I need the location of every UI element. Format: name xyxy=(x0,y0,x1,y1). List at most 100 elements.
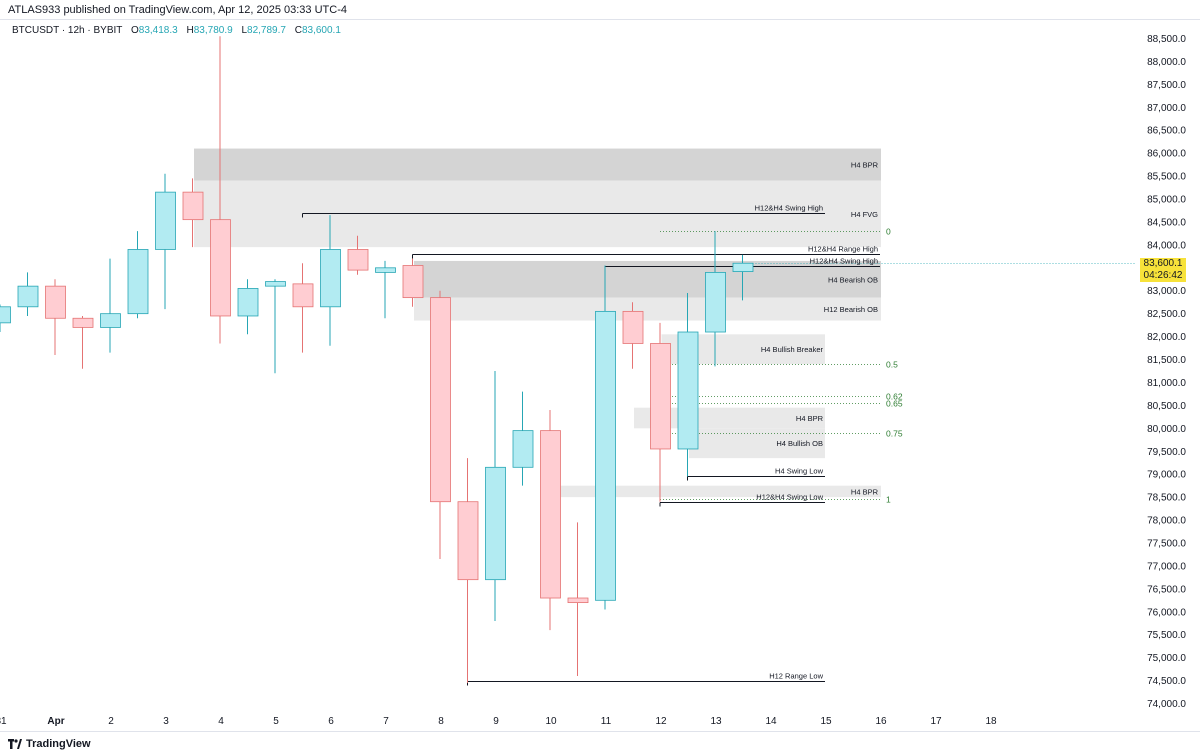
y-tick-label: 82,500.0 xyxy=(1147,309,1186,320)
y-tick-label: 82,000.0 xyxy=(1147,332,1186,343)
level-label-5: H12 Range Low xyxy=(769,672,823,681)
x-tick-label: 8 xyxy=(438,716,444,727)
candle-body-26 xyxy=(705,271,726,333)
y-tick-label: 79,500.0 xyxy=(1147,447,1186,458)
x-tick-label: 7 xyxy=(383,716,389,727)
zone-0 xyxy=(194,148,881,181)
candle-body-23 xyxy=(622,310,644,344)
close-label: C xyxy=(294,25,302,36)
zone-label-6: H4 Bullish OB xyxy=(776,439,823,448)
low-label: L xyxy=(241,25,248,36)
level-label-2: H12&H4 Swing High xyxy=(810,257,878,266)
candle-body-4 xyxy=(100,313,121,328)
x-tick-label: 6 xyxy=(328,716,334,727)
tradingview-logo-icon xyxy=(8,739,22,749)
candle-body-10 xyxy=(265,281,286,287)
x-tick-label: 31 xyxy=(0,716,7,727)
candle-body-0 xyxy=(0,306,11,324)
level-label-3: H4 Swing Low xyxy=(775,467,824,476)
fib-label-1: 0.5 xyxy=(886,360,898,370)
x-tick-label: 17 xyxy=(930,716,942,727)
candle-body-12 xyxy=(320,249,341,308)
candle-body-21 xyxy=(567,597,589,604)
zone-label-5: H4 BPR xyxy=(796,414,824,423)
candle-body-18 xyxy=(485,466,506,581)
candle-body-3 xyxy=(72,317,94,328)
fib-label-2: 0.62 xyxy=(886,392,903,402)
y-tick-label: 77,500.0 xyxy=(1147,538,1186,549)
y-tick-label: 84,000.0 xyxy=(1147,240,1186,251)
y-tick-label: 87,500.0 xyxy=(1147,80,1186,91)
symbol-name: BTCUSDT · 12h · BYBIT xyxy=(12,25,123,36)
candle-body-6 xyxy=(155,191,176,250)
zone-2 xyxy=(414,260,881,298)
y-tick-label: 79,000.0 xyxy=(1147,470,1186,481)
symbol-legend: BTCUSDT · 12h · BYBIT O83,418.3 H83,780.… xyxy=(12,25,341,37)
level-label-4: H12&H4 Swing Low xyxy=(756,493,823,502)
x-tick-label: 9 xyxy=(493,716,499,727)
candle-body-27 xyxy=(732,262,754,272)
candle-body-15 xyxy=(402,265,424,299)
published-header: ATLAS933 published on TradingView.com, A… xyxy=(0,0,1200,20)
y-tick-label: 86,500.0 xyxy=(1147,126,1186,137)
close-value: 83,600.1 xyxy=(301,25,341,36)
y-tick-label: 86,000.0 xyxy=(1147,149,1186,160)
x-tick-label: 15 xyxy=(820,716,832,727)
y-tick-label: 81,000.0 xyxy=(1147,378,1186,389)
candle-body-8 xyxy=(210,219,231,317)
y-tick-label: 77,000.0 xyxy=(1147,561,1186,572)
zone-label-1: H4 FVG xyxy=(851,210,878,219)
open-value: 83,418.3 xyxy=(138,25,178,36)
y-tick-label: 74,000.0 xyxy=(1147,699,1186,710)
x-tick-label: 2 xyxy=(108,716,114,727)
high-value: 83,780.9 xyxy=(193,25,233,36)
y-tick-label: 76,500.0 xyxy=(1147,584,1186,595)
zone-7 xyxy=(551,485,881,498)
footer: TradingView xyxy=(0,731,1200,756)
zone-label-3: H12 Bearish OB xyxy=(824,305,878,314)
candle-body-22 xyxy=(595,310,616,601)
candle-body-20 xyxy=(540,430,561,599)
y-tick-label: 88,500.0 xyxy=(1147,34,1186,45)
y-tick-label: 76,000.0 xyxy=(1147,607,1186,618)
zone-label-7: H4 BPR xyxy=(851,487,879,496)
y-tick-label: 80,000.0 xyxy=(1147,424,1186,435)
candle-body-5 xyxy=(127,249,149,315)
x-tick-label: Apr xyxy=(47,716,64,727)
y-tick-label: 84,500.0 xyxy=(1147,217,1186,228)
y-tick-label: 74,500.0 xyxy=(1147,676,1186,687)
candle-body-13 xyxy=(347,249,369,271)
x-tick-label: 3 xyxy=(163,716,169,727)
high-label: H xyxy=(186,25,194,36)
published-text: ATLAS933 published on TradingView.com, A… xyxy=(8,4,347,16)
candle-body-14 xyxy=(375,267,396,273)
last-price-tag: 83,600.1 04:26:42 xyxy=(1140,257,1186,282)
fib-label-3: 0.65 xyxy=(886,399,903,409)
candle-body-25 xyxy=(677,331,699,450)
open-label: O xyxy=(131,25,139,36)
fib-label-5: 1 xyxy=(886,495,891,505)
x-tick-label: 4 xyxy=(218,716,224,727)
y-tick-label: 81,500.0 xyxy=(1147,355,1186,366)
footer-brand: TradingView xyxy=(26,738,91,750)
candle-body-9 xyxy=(237,288,259,317)
candle-body-16 xyxy=(430,297,451,503)
level-label-0: H12&H4 Swing High xyxy=(755,204,823,213)
x-tick-label: 11 xyxy=(601,716,612,727)
fib-label-0: 0 xyxy=(886,227,891,237)
x-tick-label: 5 xyxy=(273,716,279,727)
y-tick-label: 80,500.0 xyxy=(1147,401,1186,412)
last-price-value: 83,600.1 xyxy=(1143,257,1183,269)
x-tick-label: 13 xyxy=(710,716,722,727)
candle-body-11 xyxy=(292,283,314,308)
zone-label-0: H4 BPR xyxy=(851,161,879,170)
y-tick-label: 87,000.0 xyxy=(1147,103,1186,114)
x-tick-label: 16 xyxy=(875,716,887,727)
y-tick-label: 75,500.0 xyxy=(1147,630,1186,641)
candle-body-2 xyxy=(45,285,66,319)
y-tick-label: 78,500.0 xyxy=(1147,493,1186,504)
candle-body-7 xyxy=(182,191,204,221)
zone-label-4: H4 Bullish Breaker xyxy=(761,345,824,354)
low-value: 82,789.7 xyxy=(247,25,286,36)
